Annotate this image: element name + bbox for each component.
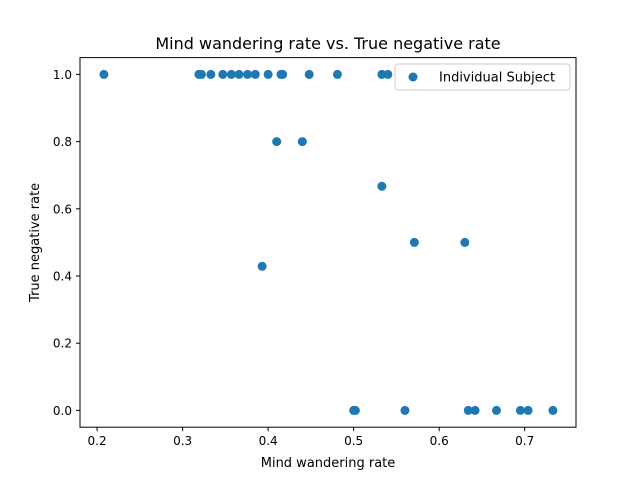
data-point: [463, 405, 473, 415]
data-point: [523, 405, 533, 415]
data-point: [226, 69, 236, 79]
data-point: [297, 137, 307, 147]
data-point: [332, 69, 342, 79]
y-axis-ticks: 0.0 0.2 0.4 0.6 0.8 1.0: [53, 68, 80, 418]
x-tick-label: 0.2: [88, 434, 107, 448]
data-point: [470, 405, 480, 415]
x-tick-label: 0.6: [430, 434, 449, 448]
chart-title: Mind wandering rate vs. True negative ra…: [155, 34, 500, 53]
data-point: [272, 137, 282, 147]
x-tick-label: 0.4: [259, 434, 278, 448]
y-axis-label: True negative rate: [28, 183, 43, 303]
y-tick-label: 0.2: [53, 337, 72, 351]
data-point: [278, 69, 288, 79]
data-point: [460, 237, 470, 247]
data-point: [218, 69, 228, 79]
data-point: [548, 405, 558, 415]
data-point: [99, 69, 109, 79]
data-point: [491, 405, 501, 415]
x-axis-label: Mind wandering rate: [261, 456, 396, 471]
data-point: [206, 69, 216, 79]
legend-box: [394, 63, 571, 91]
x-tick-label: 0.7: [515, 434, 534, 448]
legend: Individual Subject: [394, 63, 571, 91]
y-tick-label: 0.4: [53, 270, 72, 284]
data-point: [196, 69, 206, 79]
data-point: [350, 405, 360, 415]
x-axis-ticks: 0.2 0.3 0.4 0.5 0.6 0.7: [88, 427, 534, 448]
x-tick-label: 0.5: [344, 434, 363, 448]
data-point: [409, 237, 419, 247]
data-point: [515, 405, 525, 415]
data-points: [99, 69, 558, 415]
y-tick-label: 0.0: [53, 404, 72, 418]
data-point: [304, 69, 314, 79]
data-point: [400, 405, 410, 415]
plot-frame: [79, 57, 577, 428]
y-tick-label: 1.0: [53, 68, 72, 82]
data-point: [257, 261, 267, 271]
data-point: [243, 69, 253, 79]
data-point: [383, 69, 393, 79]
data-point: [250, 69, 260, 79]
x-tick-label: 0.3: [173, 434, 192, 448]
y-tick-label: 0.8: [53, 135, 72, 149]
data-point: [234, 69, 244, 79]
legend-label: Individual Subject: [439, 71, 555, 86]
data-point: [377, 181, 387, 191]
data-point: [263, 69, 273, 79]
legend-marker: [408, 72, 418, 82]
y-tick-label: 0.6: [53, 202, 72, 216]
